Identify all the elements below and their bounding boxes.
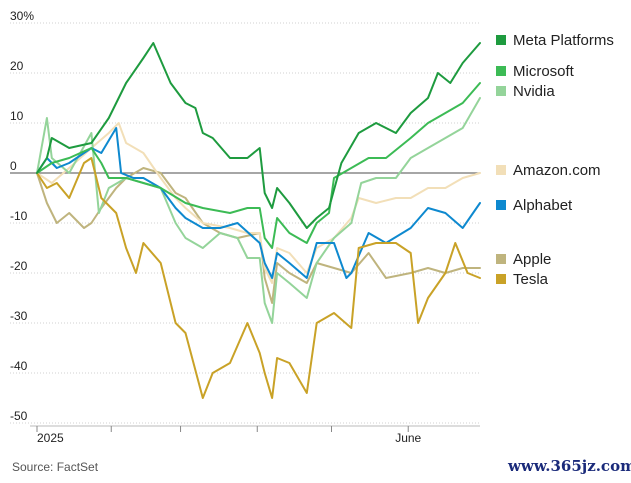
legend: Meta Platforms Microsoft Nvidia Amazon.com A… [496, 32, 614, 288]
y-tick-label: -20 [10, 259, 28, 273]
gridlines [10, 22, 480, 424]
legend-swatch [496, 66, 506, 76]
x-axis: 2025 June [30, 425, 480, 445]
legend-label: Microsoft [513, 63, 575, 80]
y-tick-label: -30 [10, 309, 28, 323]
y-tick-label: -50 [10, 409, 28, 423]
legend-label: Apple [513, 251, 551, 268]
y-tick-label: 10 [10, 109, 24, 123]
y-tick-label: -40 [10, 359, 28, 373]
legend-label: Amazon.com [513, 162, 601, 179]
y-tick-label: 20 [10, 59, 24, 73]
legend-label: Tesla [513, 271, 549, 288]
legend-swatch [496, 35, 506, 45]
series-line-apple [36, 167, 481, 304]
source-note: Source: FactSet [12, 460, 99, 474]
legend-swatch [496, 165, 506, 175]
series-lines [36, 42, 481, 399]
series-line-tesla [36, 157, 481, 399]
y-axis-tick-labels: 30% 20 10 0 -10 -20 -30 -40 -50 [10, 9, 34, 423]
legend-swatch [496, 274, 506, 284]
series-line-amazon-com [36, 122, 481, 284]
series-line-meta-platforms [36, 42, 481, 229]
legend-swatch [496, 86, 506, 96]
legend-label: Alphabet [513, 197, 573, 214]
y-tick-label: -10 [10, 209, 28, 223]
legend-swatch [496, 200, 506, 210]
x-tick-label: June [395, 431, 421, 445]
x-tick-label: 2025 [37, 431, 64, 445]
series-line-alphabet [36, 127, 481, 279]
legend-label: Nvidia [513, 83, 555, 100]
legend-swatch [496, 254, 506, 264]
y-tick-label: 0 [10, 159, 17, 173]
series-line-nvidia [36, 97, 481, 324]
legend-label: Meta Platforms [513, 32, 614, 49]
watermark-text: www.365jz.com [507, 457, 631, 475]
series-line-microsoft [36, 82, 481, 249]
y-tick-label: 30% [10, 9, 34, 23]
